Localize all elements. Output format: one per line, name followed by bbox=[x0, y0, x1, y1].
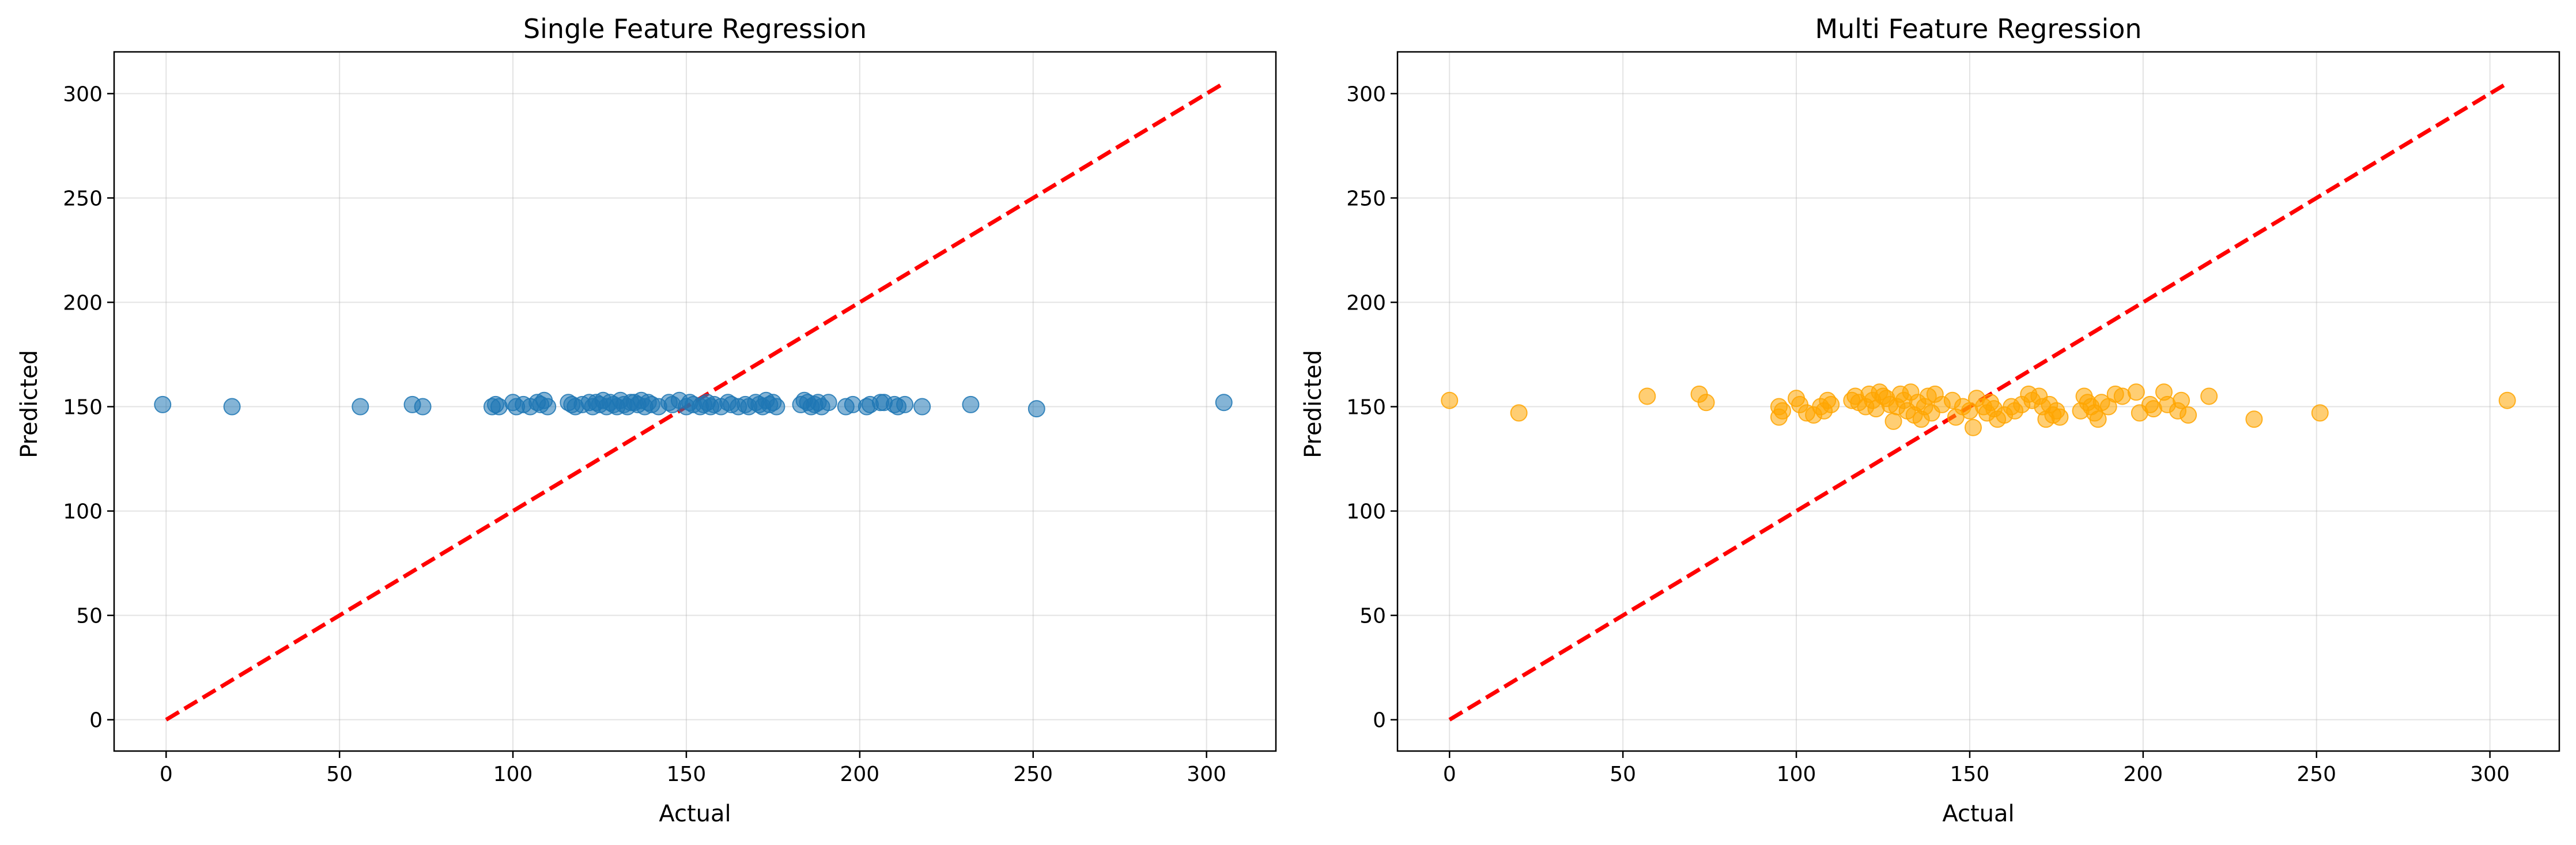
single-feature-ytick-label: 0 bbox=[89, 709, 103, 733]
single-feature-ytick-label: 250 bbox=[63, 187, 103, 210]
single-feature-data-point bbox=[539, 398, 557, 416]
multi-feature-ytick-label: 100 bbox=[1346, 500, 1386, 524]
single-feature-data-point bbox=[223, 398, 241, 416]
multi-feature-ytick-label: 250 bbox=[1346, 187, 1386, 210]
multi-feature-data-point bbox=[2127, 383, 2145, 401]
single-feature-data-point bbox=[962, 395, 980, 413]
multi-feature-data-point bbox=[1822, 395, 1840, 413]
multi-feature-ytick-label: 150 bbox=[1346, 396, 1386, 420]
single-feature-ylabel: Predicted bbox=[16, 350, 43, 458]
single-feature-xtick-label: 0 bbox=[160, 763, 173, 786]
single-feature-xtick-label: 300 bbox=[1187, 763, 1226, 786]
multi-feature-title: Multi Feature Regression bbox=[1815, 13, 2141, 44]
multi-feature-panel: Multi Feature Regression Actual Predicte… bbox=[1300, 13, 2560, 827]
multi-feature-data-point bbox=[2200, 387, 2218, 405]
multi-feature-xtick-label: 200 bbox=[2123, 763, 2163, 786]
single-feature-panel: Single Feature Regression Actual Predict… bbox=[16, 13, 1277, 827]
multi-feature-xtick-label: 0 bbox=[1443, 763, 1456, 786]
single-feature-reference-line bbox=[165, 81, 1225, 722]
multi-feature-axes-frame bbox=[1396, 51, 2560, 752]
multi-feature-xtick-label: 50 bbox=[1610, 763, 1636, 786]
multi-feature-data-point bbox=[2498, 391, 2516, 409]
multi-feature-reference-line-group bbox=[1448, 81, 2509, 722]
multi-feature-data-point bbox=[1964, 418, 1982, 436]
multi-feature-xtick-label: 250 bbox=[2297, 763, 2336, 786]
multi-feature-xtick-label: 150 bbox=[1950, 763, 1990, 786]
single-feature-data-point bbox=[896, 395, 914, 413]
single-feature-ytick-label: 300 bbox=[63, 82, 103, 106]
single-feature-ytick-label: 150 bbox=[63, 396, 103, 420]
multi-feature-xlabel: Actual bbox=[1942, 801, 2014, 827]
single-feature-xtick-label: 200 bbox=[840, 763, 879, 786]
single-feature-data-point bbox=[154, 395, 172, 413]
single-feature-data-point bbox=[1028, 400, 1045, 418]
multi-feature-ticks: 0 50 100 150 200 250 300 0 50 100 150 200 250 300 bbox=[1346, 82, 2510, 786]
multi-feature-data-point bbox=[2180, 406, 2197, 424]
multi-feature-data-point bbox=[2245, 410, 2263, 428]
single-feature-points bbox=[154, 391, 1233, 418]
single-feature-xtick-label: 100 bbox=[493, 763, 533, 786]
multi-feature-points bbox=[1441, 383, 2516, 436]
single-feature-axes-frame bbox=[113, 51, 1277, 752]
single-feature-xtick-label: 50 bbox=[326, 763, 353, 786]
multi-feature-data-point bbox=[1638, 387, 1656, 405]
single-feature-xtick-label: 250 bbox=[1013, 763, 1053, 786]
single-feature-data-point bbox=[819, 394, 837, 412]
multi-feature-data-point bbox=[1773, 402, 1791, 420]
single-feature-ytick-label: 50 bbox=[76, 605, 103, 628]
multi-feature-data-point bbox=[1510, 404, 1528, 422]
single-feature-reference-line-group bbox=[165, 81, 1225, 722]
multi-feature-data-point bbox=[1441, 391, 1459, 409]
multi-feature-xtick-label: 300 bbox=[2470, 763, 2510, 786]
multi-feature-ytick-label: 0 bbox=[1373, 709, 1386, 733]
single-feature-ytick-label: 100 bbox=[63, 500, 103, 524]
single-feature-title: Single Feature Regression bbox=[523, 13, 867, 44]
multi-feature-ytick-label: 300 bbox=[1346, 82, 1386, 106]
multi-feature-reference-line bbox=[1448, 81, 2509, 722]
multi-feature-ylabel: Predicted bbox=[1300, 350, 1327, 458]
multi-feature-data-point bbox=[1697, 394, 1715, 412]
multi-feature-data-point bbox=[2173, 391, 2190, 409]
single-feature-data-point bbox=[352, 398, 369, 416]
multi-feature-ytick-label: 200 bbox=[1346, 292, 1386, 315]
single-feature-ytick-label: 200 bbox=[63, 292, 103, 315]
multi-feature-data-point bbox=[2089, 410, 2107, 428]
multi-feature-xtick-label: 100 bbox=[1777, 763, 1816, 786]
single-feature-xtick-label: 150 bbox=[667, 763, 707, 786]
single-feature-ticks: 0 50 100 150 200 250 300 0 50 100 150 200 250 300 bbox=[63, 82, 1226, 786]
multi-feature-data-point bbox=[2311, 404, 2329, 422]
single-feature-xlabel: Actual bbox=[659, 801, 731, 827]
single-feature-data-point bbox=[1215, 394, 1233, 412]
multi-feature-data-point bbox=[1884, 412, 1902, 430]
single-feature-data-point bbox=[768, 398, 785, 416]
multi-feature-ytick-label: 50 bbox=[1359, 605, 1386, 628]
single-feature-data-point bbox=[913, 398, 931, 416]
multi-feature-data-point bbox=[2051, 408, 2069, 426]
single-feature-data-point bbox=[414, 398, 432, 416]
